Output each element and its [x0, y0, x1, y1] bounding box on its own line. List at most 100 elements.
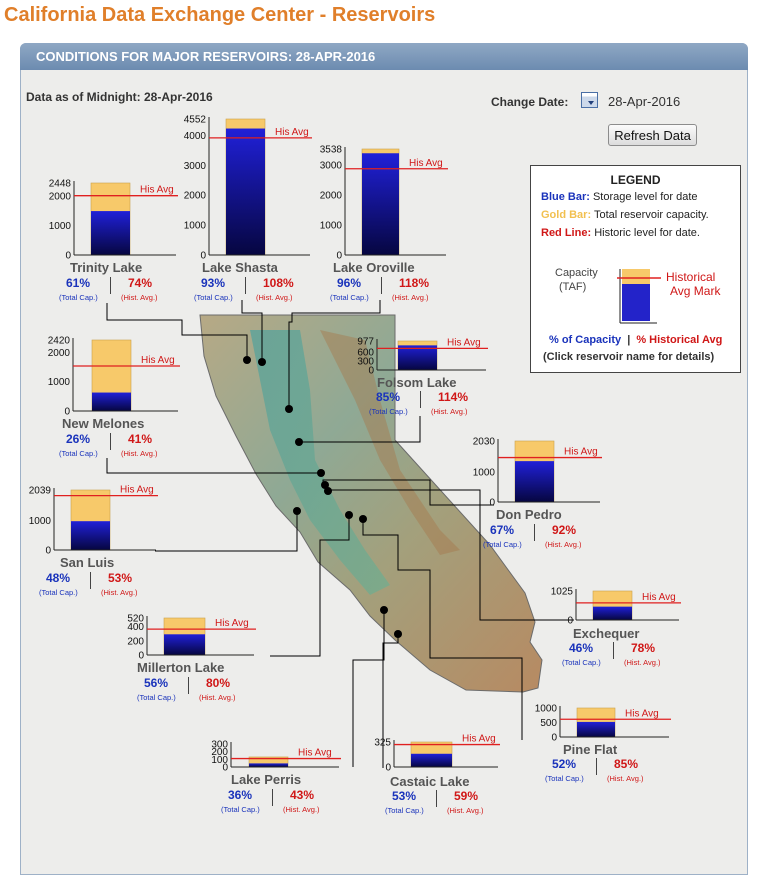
refresh-data-button[interactable]: Refresh Data: [608, 124, 697, 146]
castaic-lake-tick-325: 325: [374, 738, 391, 749]
new-melones-name-link[interactable]: New Melones: [62, 416, 145, 431]
lake-oroville-pct-capacity: 96%: [337, 276, 362, 290]
legend-pct-hist: % Historical Avg: [636, 334, 723, 346]
lake-oroville-tick-0: 0: [336, 251, 342, 262]
calendar-icon[interactable]: [581, 92, 598, 108]
lake-perris-name-link[interactable]: Lake Perris: [231, 772, 302, 787]
folsom-lake-pct-hist: 114%: [438, 390, 469, 404]
san-luis-hist-avg-sublabel: (Hist. Avg.): [101, 588, 138, 597]
trinity-lake-name-link[interactable]: Trinity Lake: [70, 260, 143, 275]
castaic-lake-name-link[interactable]: Castaic Lake: [390, 774, 470, 789]
lake-perris-dot: [380, 606, 388, 614]
pine-flat-pct-hist: 85%: [614, 757, 639, 771]
legend-capacity-label: Capacity: [555, 267, 598, 279]
folsom-lake-pct-capacity: 85%: [376, 390, 401, 404]
don-pedro-tick-0: 0: [489, 498, 495, 509]
lake-perris-total-cap-label: (Total Cap.): [221, 805, 260, 814]
lake-shasta-hist-avg-sublabel: (Hist. Avg.): [256, 293, 293, 302]
trinity-lake-tick-0: 0: [65, 251, 71, 262]
folsom-lake-his-avg-label: His Avg: [447, 337, 481, 348]
legend-gold-key: Gold Bar:: [541, 209, 592, 221]
new-melones-hist-avg-sublabel: (Hist. Avg.): [121, 449, 158, 458]
san-luis-pct-capacity: 48%: [46, 571, 71, 585]
san-luis-total-cap-label: (Total Cap.): [39, 588, 78, 597]
trinity-lake-storage-bar: [91, 211, 130, 255]
exchequer-divider: [613, 642, 614, 659]
lake-oroville-tick-3538: 3538: [320, 145, 343, 156]
legend-pct-row: % of Capacity | % Historical Avg: [549, 334, 722, 346]
legend-blue-desc: Storage level for date: [592, 191, 698, 203]
pine-flat-dot: [359, 515, 367, 523]
exchequer-storage-bar: [593, 606, 632, 620]
lake-shasta-tick-2000: 2000: [184, 191, 207, 202]
castaic-lake-pct-capacity: 53%: [392, 789, 417, 803]
legend-box: LEGEND Blue Bar: Storage level for date …: [530, 165, 741, 373]
lake-shasta-tick-1000: 1000: [184, 221, 207, 232]
don-pedro-storage-bar: [515, 461, 554, 502]
exchequer-dot: [324, 487, 332, 495]
new-melones-dot: [317, 469, 325, 477]
new-melones-tick-1000: 1000: [48, 377, 71, 388]
lake-perris-tick-300: 300: [211, 740, 228, 751]
exchequer-tick-0: 0: [567, 616, 573, 627]
folsom-lake-hist-avg-sublabel: (Hist. Avg.): [431, 407, 468, 416]
lake-perris-his-avg-label: His Avg: [298, 748, 332, 759]
new-melones-tick-2420: 2420: [48, 336, 71, 347]
pine-flat-tick-0: 0: [551, 733, 557, 744]
trinity-lake-total-cap-label: (Total Cap.): [59, 293, 98, 302]
legend-click-note: (Click reservoir name for details): [543, 351, 715, 363]
san-luis-pct-hist: 53%: [108, 571, 133, 585]
pine-flat-name-link[interactable]: Pine Flat: [563, 742, 618, 757]
lake-oroville-name-link[interactable]: Lake Oroville: [333, 260, 415, 275]
san-luis-name-link[interactable]: San Luis: [60, 555, 115, 570]
don-pedro-dot: [321, 481, 329, 489]
lake-shasta-his-avg-label: His Avg: [275, 127, 309, 138]
san-luis-dot: [293, 507, 301, 515]
legend-red-key: Red Line:: [541, 227, 592, 239]
panel-header: CONDITIONS FOR MAJOR RESERVOIRS: 28-APR-…: [20, 43, 748, 70]
exchequer-name-link[interactable]: Exchequer: [573, 626, 640, 641]
trinity-lake-hist-avg-sublabel: (Hist. Avg.): [121, 293, 158, 302]
castaic-lake-his-avg-label: His Avg: [462, 734, 496, 745]
pine-flat-hist-avg-sublabel: (Hist. Avg.): [607, 774, 644, 783]
lake-oroville-tick-2000: 2000: [320, 191, 343, 202]
data-as-of-text: Data as of Midnight: 28-Apr-2016: [26, 90, 213, 104]
lake-oroville-hist-avg-sublabel: (Hist. Avg.): [392, 293, 429, 302]
legend-gold-desc: Total reservoir capacity.: [593, 209, 709, 221]
pine-flat-pct-capacity: 52%: [552, 757, 577, 771]
pine-flat-divider: [596, 758, 597, 775]
exchequer-pct-hist: 78%: [631, 641, 656, 655]
lake-perris-pct-capacity: 36%: [228, 788, 253, 802]
legend-gold-entry: Gold Bar: Total reservoir capacity.: [541, 209, 709, 221]
folsom-lake-tick-0: 0: [368, 366, 374, 377]
millerton-lake-total-cap-label: (Total Cap.): [137, 693, 176, 702]
exchequer-tick-1025: 1025: [551, 587, 574, 598]
millerton-lake-his-avg-label: His Avg: [215, 618, 249, 629]
millerton-lake-pct-hist: 80%: [206, 676, 231, 690]
lake-oroville-dot: [285, 405, 293, 413]
don-pedro-hist-avg-sublabel: (Hist. Avg.): [545, 540, 582, 549]
lake-perris-storage-bar: [249, 763, 288, 767]
new-melones-tick-0: 0: [64, 407, 70, 418]
lake-oroville-his-avg-label: His Avg: [409, 158, 443, 169]
lake-oroville-total-cap-label: (Total Cap.): [330, 293, 369, 302]
san-luis-storage-bar: [71, 521, 110, 550]
lake-shasta-tick-4000: 4000: [184, 131, 207, 142]
folsom-lake-name-link[interactable]: Folsom Lake: [377, 375, 457, 390]
legend-red-desc: Historic level for date.: [594, 227, 700, 239]
pine-flat-tick-500: 500: [540, 718, 557, 729]
don-pedro-his-avg-label: His Avg: [564, 447, 598, 458]
new-melones-pct-capacity: 26%: [66, 432, 91, 446]
lake-perris-divider: [272, 789, 273, 806]
don-pedro-name-link[interactable]: Don Pedro: [496, 507, 562, 522]
trinity-lake-tick-1000: 1000: [49, 221, 72, 232]
exchequer-hist-avg-sublabel: (Hist. Avg.): [624, 658, 661, 667]
lake-shasta-name-link[interactable]: Lake Shasta: [202, 260, 278, 275]
millerton-lake-dot: [345, 511, 353, 519]
don-pedro-tick-1000: 1000: [473, 467, 496, 478]
millerton-lake-name-link[interactable]: Millerton Lake: [137, 660, 225, 675]
trinity-lake-his-avg-label: His Avg: [140, 185, 174, 196]
lake-shasta-total-cap-label: (Total Cap.): [194, 293, 233, 302]
lake-perris-pct-hist: 43%: [290, 788, 315, 802]
